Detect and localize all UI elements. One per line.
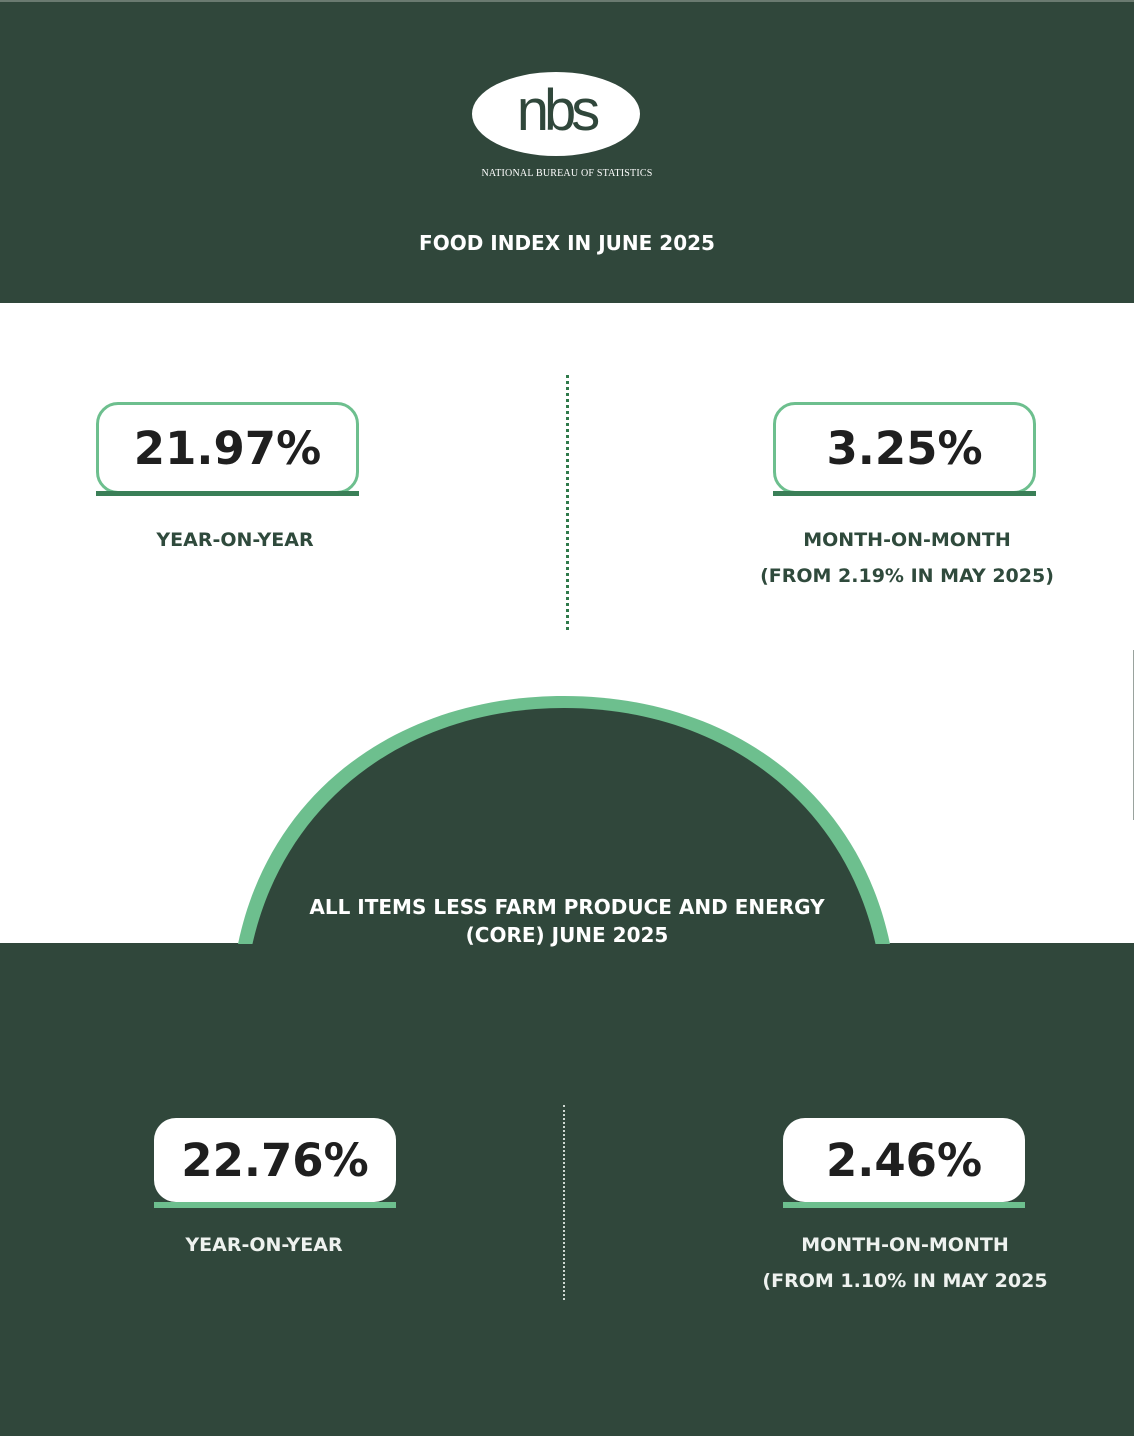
core-yoy-value: 22.76% bbox=[181, 1133, 369, 1187]
core-mom-note: (FROM 1.10% IN MAY 2025 bbox=[762, 1270, 1048, 1292]
section-divider-dotted bbox=[566, 375, 569, 630]
core-mom-label-text: MONTH-ON-MONTH bbox=[801, 1234, 1009, 1256]
header-banner: nbs NATIONAL BUREAU OF STATISTICS FOOD I… bbox=[0, 0, 1134, 303]
food-yoy-label: YEAR-ON-YEAR bbox=[156, 529, 314, 551]
food-yoy-value-box: 21.97% bbox=[96, 402, 359, 496]
food-mom-value-box: 3.25% bbox=[773, 402, 1036, 496]
core-mom-value-box: 2.46% bbox=[783, 1118, 1025, 1208]
core-section-title: ALL ITEMS LESS FARM PRODUCE AND ENERGY (… bbox=[0, 893, 1134, 949]
core-title-line1: ALL ITEMS LESS FARM PRODUCE AND ENERGY bbox=[309, 895, 825, 919]
nbs-logo: nbs bbox=[472, 72, 640, 156]
food-yoy-value: 21.97% bbox=[133, 421, 322, 475]
food-mom-label-text: MONTH-ON-MONTH bbox=[803, 529, 1011, 551]
food-mom-note: (FROM 2.19% IN MAY 2025) bbox=[760, 565, 1054, 587]
core-yoy-value-box: 22.76% bbox=[154, 1118, 396, 1208]
food-mom-label: MONTH-ON-MONTH (FROM 2.19% IN MAY 2025) bbox=[720, 522, 1094, 594]
core-yoy-label: YEAR-ON-YEAR bbox=[185, 1234, 343, 1256]
core-mom-value: 2.46% bbox=[825, 1133, 983, 1187]
core-title-line2: (CORE) JUNE 2025 bbox=[465, 923, 669, 947]
dome-arch-shape bbox=[238, 696, 890, 946]
core-divider-dotted bbox=[563, 1105, 565, 1300]
page-title: FOOD INDEX IN JUNE 2025 bbox=[419, 231, 715, 255]
core-mom-label: MONTH-ON-MONTH (FROM 1.10% IN MAY 2025 bbox=[720, 1227, 1090, 1299]
logo-text: nbs bbox=[516, 78, 600, 143]
logo-caption: NATIONAL BUREAU OF STATISTICS bbox=[481, 168, 653, 179]
food-mom-value: 3.25% bbox=[826, 421, 983, 475]
